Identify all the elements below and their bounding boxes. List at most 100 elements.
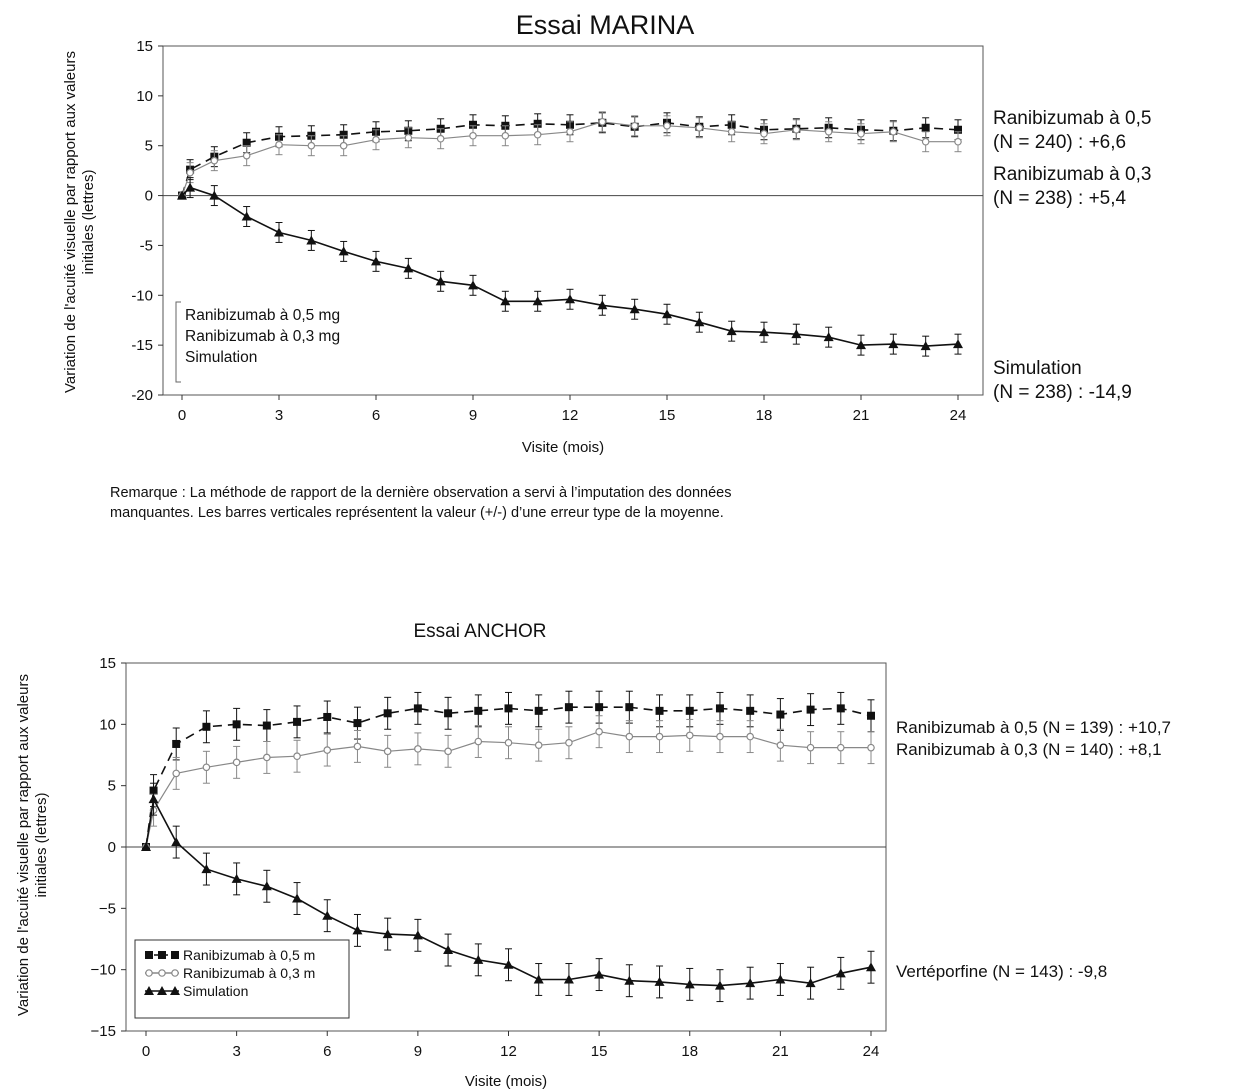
- legend-swatch-marker: [144, 986, 154, 995]
- series-line: [181, 186, 959, 347]
- data-point: [594, 969, 605, 979]
- chart-title: Essai ANCHOR: [413, 621, 546, 642]
- data-point: [624, 975, 635, 985]
- y-axis-label: Variation de l'acuité visuelle par rappo…: [62, 51, 97, 393]
- data-point: [503, 959, 514, 969]
- annotation-line-1: Simulation: [993, 358, 1082, 379]
- legend-box: [134, 939, 350, 1019]
- data-point: [382, 929, 393, 939]
- footnote: Remarque : La méthode de rapport de la d…: [110, 483, 1010, 523]
- y-axis-label-line-2: initiales (lettres): [33, 792, 50, 897]
- data-point: [414, 745, 422, 753]
- data-point: [727, 127, 736, 136]
- data-point: [533, 974, 544, 984]
- data-point: [598, 117, 607, 126]
- data-point: [383, 709, 392, 718]
- legend-label: Ranibizumab à 0,3 mg: [185, 328, 340, 345]
- data-point: [172, 739, 181, 748]
- data-point: [726, 326, 737, 336]
- data-point: [921, 137, 930, 146]
- data-point: [760, 129, 768, 138]
- data-point: [241, 211, 252, 221]
- data-point: [716, 732, 724, 741]
- data-point: [501, 131, 510, 140]
- y-tick-label: -5: [140, 237, 153, 254]
- y-tick-label: 15: [136, 38, 153, 55]
- y-tick-label: −5: [99, 900, 116, 917]
- annotation-line-2: (N = 238) : -14,9: [993, 382, 1132, 403]
- data-point: [532, 296, 543, 306]
- data-point: [565, 738, 573, 747]
- x-tick-label: 0: [178, 407, 186, 424]
- annotation-line-1: Ranibizumab à 0,3 (N = 140) : +8,1: [896, 740, 1162, 759]
- annotation-line-1: Ranibizumab à 0,5 (N = 139) : +10,7: [896, 718, 1171, 737]
- data-point: [383, 747, 392, 756]
- data-point: [412, 930, 423, 940]
- data-point: [307, 141, 316, 150]
- data-point: [232, 758, 241, 767]
- legend-label: Ranibizumab à 0,3 m: [183, 965, 315, 981]
- data-point: [435, 276, 446, 286]
- chart-anchor: Essai ANCHOR 15 10 5 0 −5 −10 −15 0 3 6 9 12 15 18 21 24…: [15, 621, 1171, 1090]
- series-3: [141, 782, 876, 1003]
- data-point: [685, 731, 694, 740]
- data-point: [662, 309, 672, 319]
- data-point: [403, 263, 414, 273]
- series-line: [145, 796, 872, 987]
- legend-swatch: [145, 969, 179, 977]
- data-point: [474, 737, 483, 746]
- legend-bg: [172, 298, 417, 380]
- x-tick-label: 3: [232, 1043, 240, 1060]
- legend-label: Simulation: [183, 983, 248, 999]
- series-annotation: Vertéporfine (N = 143) : -9,8: [896, 962, 1107, 981]
- data-point: [759, 327, 769, 337]
- data-point: [275, 140, 283, 149]
- y-tick-label: −10: [91, 962, 116, 979]
- data-point: [534, 706, 543, 715]
- y-axis-label-line-1: Variation de l'acuité visuelle par rappo…: [15, 674, 32, 1016]
- data-point: [775, 974, 786, 984]
- data-point: [630, 121, 639, 130]
- data-point: [323, 746, 332, 754]
- data-point: [806, 705, 815, 714]
- data-point: [474, 706, 483, 715]
- data-point: [921, 123, 930, 132]
- x-tick-label: 21: [853, 407, 870, 424]
- data-point: [566, 127, 574, 136]
- data-point: [694, 317, 705, 327]
- data-point: [338, 246, 349, 256]
- series-3: [177, 177, 963, 357]
- legend-swatch: [145, 951, 179, 959]
- data-point: [823, 332, 834, 342]
- plot-frame: [162, 45, 984, 396]
- legend-swatch-marker: [145, 969, 153, 977]
- x-axis-label: Visite (mois): [465, 1073, 547, 1090]
- data-point: [791, 329, 802, 339]
- data-point: [404, 133, 413, 142]
- data-point: [715, 704, 724, 713]
- y-axis-label-line-2: initiales (lettres): [80, 169, 97, 274]
- x-tick-label: 12: [500, 1043, 517, 1060]
- y-tick-label: 10: [99, 716, 116, 733]
- x-tick-label: 15: [659, 407, 676, 424]
- data-point: [473, 954, 484, 964]
- data-point: [806, 743, 815, 752]
- data-point: [563, 974, 574, 984]
- data-point: [595, 727, 603, 736]
- x-tick-label: 24: [950, 407, 967, 424]
- data-point: [889, 127, 898, 136]
- y-tick-label: 0: [108, 839, 116, 856]
- data-point: [954, 125, 962, 134]
- data-point: [954, 137, 962, 146]
- legend-swatch-marker: [157, 986, 167, 995]
- data-point: [745, 978, 756, 988]
- legend-bracket: [175, 301, 181, 383]
- data-point: [353, 742, 362, 751]
- legend-swatch-marker: [158, 951, 166, 959]
- x-tick-label: 21: [772, 1043, 789, 1060]
- legend-label: Ranibizumab à 0,5 mg: [185, 307, 340, 324]
- data-point: [372, 135, 380, 144]
- data-point: [353, 719, 362, 728]
- data-point: [534, 741, 543, 749]
- data-point: [776, 741, 785, 749]
